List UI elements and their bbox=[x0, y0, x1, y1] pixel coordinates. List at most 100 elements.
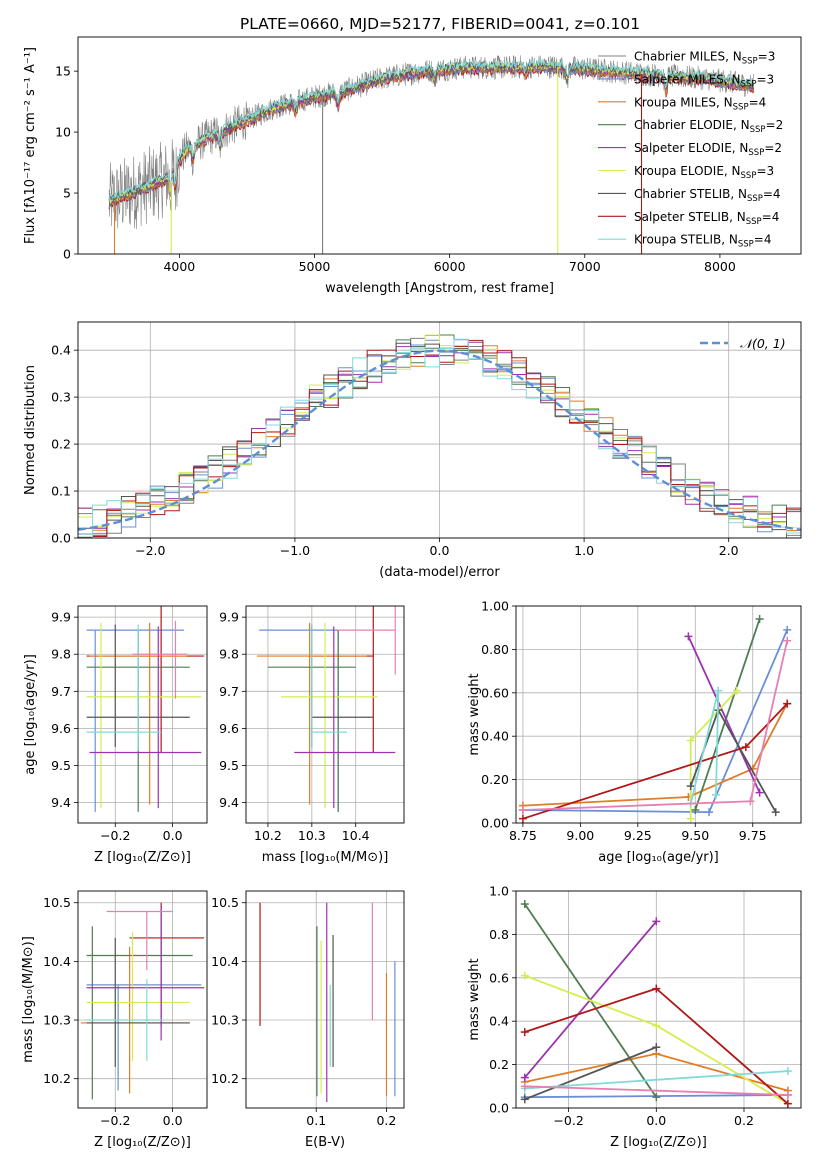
y-axis-label: age [log₁₀(age/yr)] bbox=[23, 654, 38, 775]
y-tick-label: 9.9 bbox=[51, 610, 71, 625]
y-tick-label: 0.60 bbox=[481, 685, 509, 700]
x-tick-label: 8.75 bbox=[509, 828, 537, 843]
legend-label: Kroupa MILES, NSSP=4 bbox=[634, 95, 766, 112]
x-tick-label: 4000 bbox=[163, 259, 195, 274]
y-tick-label: 0.2 bbox=[51, 437, 71, 452]
legend-label: 𝒩(0, 1) bbox=[740, 336, 786, 351]
y-tick-label: 9.9 bbox=[219, 610, 239, 625]
figure-title: PLATE=0660, MJD=52177, FIBERID=0041, z=0… bbox=[240, 15, 640, 33]
y-tick-label: 9.4 bbox=[219, 795, 239, 810]
y-tick-label: 9.4 bbox=[51, 795, 71, 810]
y-axis-label: Normed distribution bbox=[23, 365, 38, 495]
axes-spectrum: 4000 5000 6000 7000 8000 0 5 10 15 wavelength [An… bbox=[23, 36, 802, 296]
weight-line-ks bbox=[524, 1070, 788, 1090]
legend-label: Chabrier ELODIE, NSSP=2 bbox=[634, 118, 783, 135]
weight-line-se bbox=[687, 636, 761, 793]
residual-legend: 𝒩(0, 1) bbox=[700, 336, 786, 351]
y-tick-label: 10.4 bbox=[211, 954, 239, 969]
axes-frame bbox=[515, 605, 802, 824]
y-tick-label: 0.00 bbox=[481, 816, 509, 831]
plot-area-ebv-mass bbox=[259, 902, 396, 1103]
y-tick-label: 0.80 bbox=[481, 642, 509, 657]
y-tick-label: 0.40 bbox=[481, 729, 509, 744]
legend-label: Kroupa STELIB, NSSP=4 bbox=[634, 233, 772, 250]
y-tick-label: 0.0 bbox=[489, 1101, 509, 1116]
y-tick-label: 0.4 bbox=[51, 343, 71, 358]
x-tick-label: −1.0 bbox=[280, 543, 310, 558]
axes-z-mass: −0.2 0.0 10.2 10.3 10.4 10.5 Z [log₁₀(Z/Z⊙)] ma… bbox=[21, 890, 208, 1150]
weight-line-pink bbox=[524, 1085, 788, 1096]
plot-area-z-weight bbox=[520, 900, 792, 1108]
y-axis-label: mass weight bbox=[467, 958, 482, 1040]
axes-frame bbox=[77, 605, 208, 824]
x-tick-label: 0.1 bbox=[306, 1113, 326, 1128]
y-tick-label: 0.6 bbox=[489, 970, 509, 985]
y-tick-label: 5 bbox=[63, 186, 71, 201]
x-axis-label: age [log₁₀(age/yr)] bbox=[598, 850, 719, 865]
x-tick-label: −0.2 bbox=[100, 828, 130, 843]
y-tick-label: 10.5 bbox=[43, 895, 71, 910]
x-tick-label: 9.50 bbox=[681, 828, 709, 843]
x-tick-label: 7000 bbox=[569, 259, 601, 274]
x-tick-label: 0.0 bbox=[430, 543, 450, 558]
x-axis-label: wavelength [Angstrom, rest frame] bbox=[325, 281, 554, 296]
x-tick-label: 5000 bbox=[299, 259, 331, 274]
y-tick-label: 10 bbox=[55, 125, 71, 140]
y-tick-label: 0.4 bbox=[489, 1014, 509, 1029]
x-tick-label: 2.0 bbox=[719, 543, 739, 558]
y-tick-label: 10.5 bbox=[211, 895, 239, 910]
y-tick-label: 15 bbox=[55, 64, 71, 79]
plot-area-z-mass bbox=[80, 902, 205, 1100]
y-tick-label: 9.8 bbox=[51, 647, 71, 662]
legend-label: Chabrier MILES, NSSP=3 bbox=[634, 50, 775, 67]
axes-frame bbox=[77, 890, 208, 1109]
y-tick-label: 9.6 bbox=[219, 721, 239, 736]
weight-line-se bbox=[524, 920, 657, 1079]
y-tick-label: 0.3 bbox=[51, 390, 71, 405]
y-tick-label: 0.2 bbox=[489, 1057, 509, 1072]
weight-line-cs bbox=[524, 1046, 657, 1101]
model-line-ss bbox=[108, 65, 755, 210]
x-tick-label: 10.2 bbox=[254, 828, 282, 843]
x-tick-label: 9.75 bbox=[739, 828, 767, 843]
x-tick-label: 0.0 bbox=[163, 1113, 183, 1128]
histogram-ks bbox=[78, 338, 801, 538]
x-tick-label: 6000 bbox=[434, 259, 466, 274]
y-tick-label: 10.2 bbox=[43, 1071, 71, 1086]
x-tick-label: −2.0 bbox=[135, 543, 165, 558]
x-axis-label: (data-model)/error bbox=[379, 565, 500, 580]
x-tick-label: 1.0 bbox=[574, 543, 594, 558]
plot-area-residuals bbox=[78, 334, 801, 538]
plot-area-z-age bbox=[86, 606, 205, 812]
weight-line-km bbox=[522, 703, 788, 807]
weight-line-ce bbox=[694, 618, 761, 811]
normal-curve bbox=[78, 349, 801, 531]
axes-mass-age: 10.2 10.3 10.4 9.4 9.5 9.6 9.7 9.8 9.9 mass [log₁… bbox=[219, 605, 405, 865]
legend-label: Salpeter MILES, NSSP=3 bbox=[634, 72, 774, 89]
y-tick-label: 9.6 bbox=[51, 721, 71, 736]
histogram-ke bbox=[78, 334, 801, 529]
y-tick-label: 10.3 bbox=[211, 1013, 239, 1028]
y-tick-label: 0.20 bbox=[481, 772, 509, 787]
axes-ebv-mass: 0.1 0.2 10.2 10.3 10.4 10.5 E(B-V) bbox=[211, 890, 405, 1150]
axes-frame bbox=[77, 321, 802, 539]
plot-area-spectrum bbox=[108, 55, 755, 254]
y-tick-label: 0.1 bbox=[51, 484, 71, 499]
legend-label: Salpeter ELODIE, NSSP=2 bbox=[634, 141, 782, 158]
plot-area-age-weight bbox=[518, 615, 792, 823]
x-tick-label: 9.25 bbox=[624, 828, 652, 843]
x-axis-label: E(B-V) bbox=[305, 1135, 345, 1150]
x-tick-label: 0.2 bbox=[376, 1113, 396, 1128]
axes-frame bbox=[245, 605, 405, 824]
y-tick-label: 1.00 bbox=[481, 599, 509, 614]
x-tick-label: 9.00 bbox=[566, 828, 594, 843]
axes-frame bbox=[77, 36, 802, 255]
x-axis-label: Z [log₁₀(Z/Z⊙)] bbox=[610, 1135, 707, 1150]
y-tick-label: 9.5 bbox=[51, 758, 71, 773]
axes-age-weight: 8.75 9.00 9.25 9.50 9.75 0.00 0.20 0.40 0.60 0.80… bbox=[467, 599, 802, 865]
x-axis-label: Z [log₁₀(Z/Z⊙)] bbox=[94, 1135, 191, 1150]
axes-residuals: −2.0 −1.0 0.0 1.0 2.0 0.0 0.1 0.2 0.3 0.4 (data-mo… bbox=[23, 321, 802, 580]
x-tick-label: −0.2 bbox=[553, 1113, 583, 1128]
axes-z-age: −0.2 0.0 9.4 9.5 9.6 9.7 9.8 9.9 Z [log₁₀(Z/Z⊙)]… bbox=[23, 605, 208, 865]
